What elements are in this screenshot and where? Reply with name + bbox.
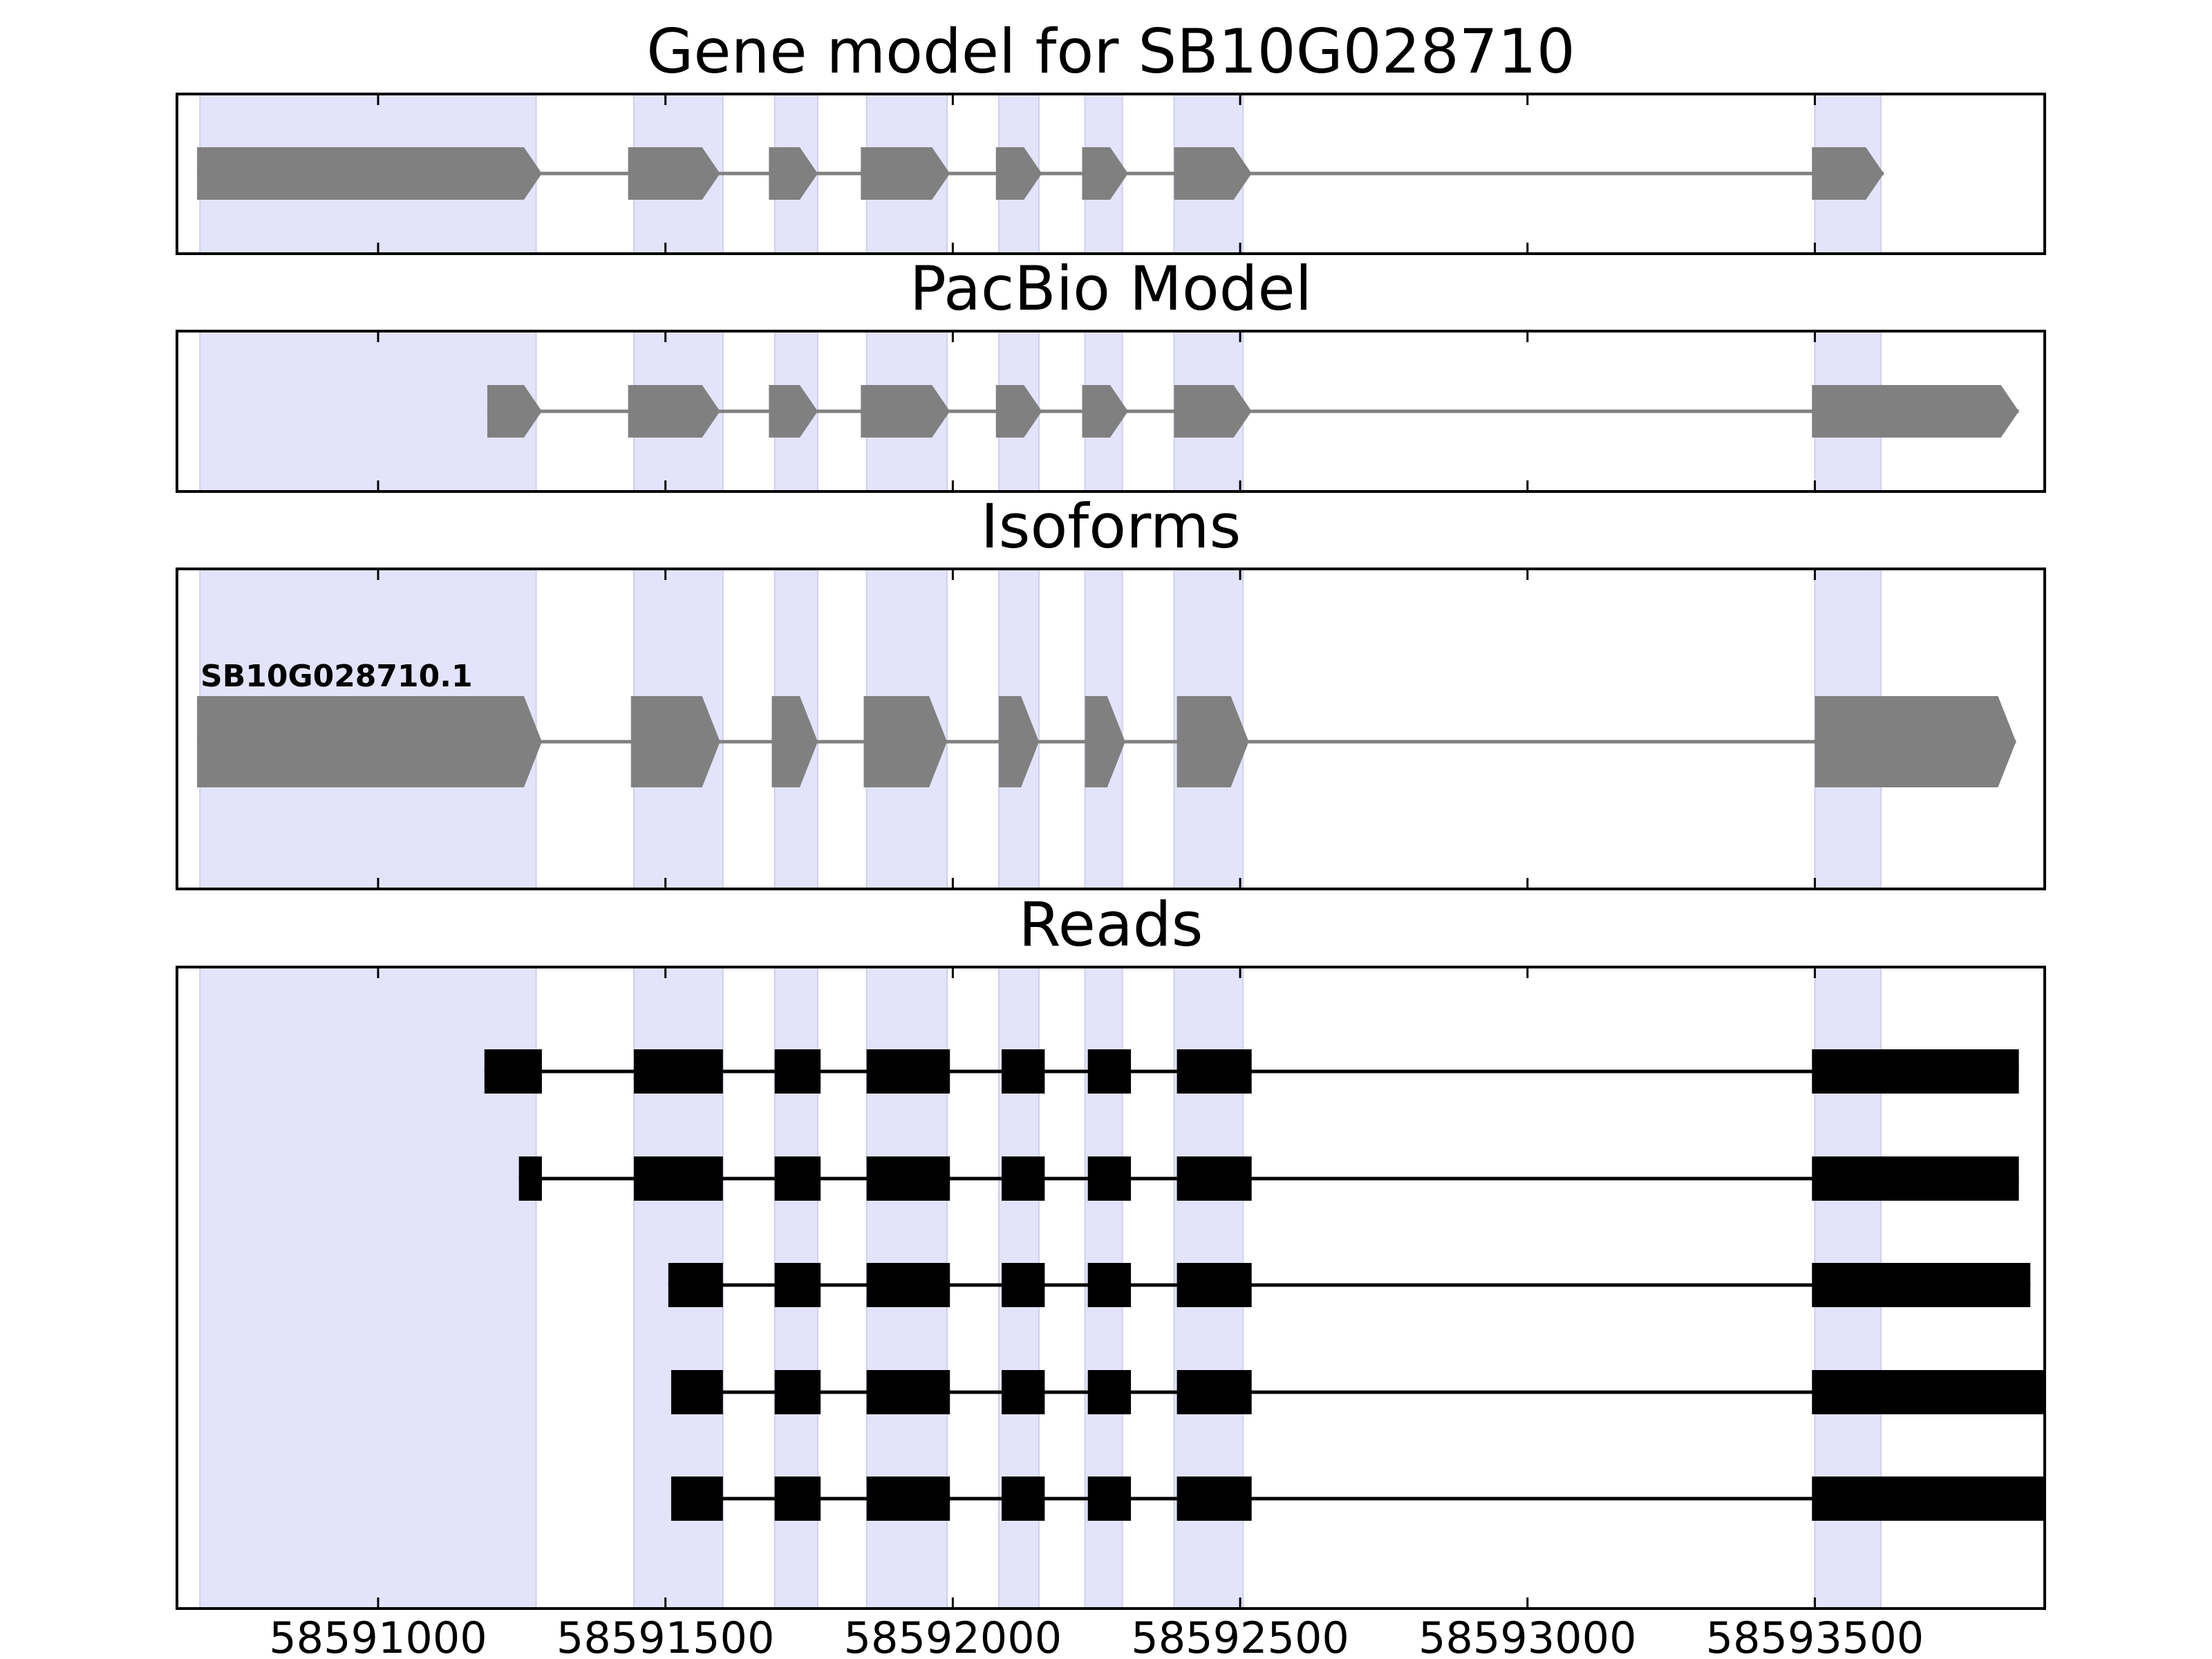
read-exon-block [484,1049,542,1094]
panel-title: Gene model for SB10G028710 [646,16,1575,87]
panel-3: Isoforms SB10G028710.1 [176,491,2046,890]
x-tick-label: 58592500 [1131,1613,1349,1659]
read-exon-block [1002,1370,1045,1414]
read-exon-block [1177,1049,1252,1094]
panel-frame [176,568,2046,890]
exon-arrow [197,696,542,787]
read-exon-block [774,1477,821,1521]
exon-highlight-band [199,966,537,1609]
exon-arrow [863,696,948,787]
read-exon-block [1002,1263,1045,1307]
panel-frame [176,330,2046,493]
x-tick-label: 58593500 [1706,1613,1924,1659]
panel-title: PacBio Model [910,253,1312,324]
x-tick-label: 58591500 [556,1613,775,1659]
exon-arrow [487,385,542,438]
read-exon-block [518,1156,542,1201]
read-exon-block [774,1156,821,1201]
read-exon-block [1087,1156,1132,1201]
read-exon-block [633,1049,723,1094]
read-exon-block [668,1263,723,1307]
read-exon-block [866,1370,950,1414]
read-exon-block [1177,1263,1252,1307]
read-exon-block [1087,1370,1132,1414]
read-exon-block [1002,1477,1045,1521]
x-tick-label: 58591000 [269,1613,487,1659]
exon-arrow [1085,696,1125,787]
panel-4: Reads [176,889,2046,1610]
read-exon-block [1087,1477,1132,1521]
exon-arrow [1812,385,2019,438]
read-exon-block [1087,1049,1132,1094]
panel-frame [176,966,2046,1610]
exon-arrow [998,696,1040,787]
exon-arrow [628,385,720,438]
read-exon-block [1812,1049,2019,1094]
read-exon-block [1812,1370,2045,1414]
read-exon-block [774,1370,821,1414]
exon-arrow [1082,147,1128,200]
exon-arrow [197,147,542,200]
panel-title: Isoforms [981,491,1241,562]
panel-frame [176,93,2046,255]
read-exon-block [1177,1477,1252,1521]
x-tick-label: 58592000 [844,1613,1062,1659]
read-exon-block [1812,1156,2019,1201]
exon-arrow [628,147,720,200]
read-exon-block [1002,1156,1045,1201]
read-exon-block [671,1370,723,1414]
panel-title: Reads [1019,889,1203,960]
exon-arrow [1174,385,1252,438]
exon-arrow [861,147,950,200]
exon-arrow [1177,696,1249,787]
read-exon-block [1177,1156,1252,1201]
exon-arrow [995,385,1042,438]
exon-arrow [769,385,818,438]
read-exon-block [1812,1263,2031,1307]
read-exon-block [774,1049,821,1094]
exon-arrow [995,147,1042,200]
exon-arrow [1082,385,1128,438]
exon-arrow [1815,696,2016,787]
exon-arrow [1174,147,1252,200]
x-tick-label: 58593000 [1418,1613,1637,1659]
read-exon-block [1812,1477,2045,1521]
read-exon-block [1087,1263,1132,1307]
read-exon-block [866,1049,950,1094]
exon-arrow [769,147,818,200]
panel-2: PacBio Model [176,253,2046,493]
exon-arrow [861,385,950,438]
read-exon-block [671,1477,723,1521]
read-exon-block [1177,1370,1252,1414]
read-exon-block [866,1156,950,1201]
exon-arrow [1812,147,1884,200]
isoform-label: SB10G028710.1 [200,659,473,694]
read-exon-block [1002,1049,1045,1094]
read-exon-block [774,1263,821,1307]
read-exon-block [866,1477,950,1521]
panel-1: Gene model for SB10G028710 [176,16,2046,255]
exon-arrow [630,696,720,787]
exon-highlight-band [199,330,537,492]
exon-arrow [771,696,818,787]
read-exon-block [633,1156,723,1201]
x-axis: 58591000 58591500 58592000 58592500 58593000… [269,1613,1924,1659]
read-exon-block [866,1263,950,1307]
panels-layer: Gene model for SB10G028710 PacBio Model Is… [176,16,2046,1610]
